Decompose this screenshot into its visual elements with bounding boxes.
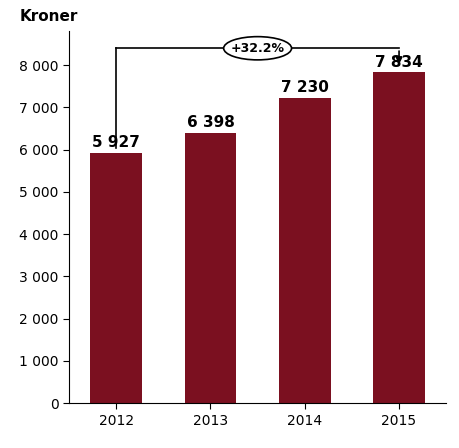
Text: 7 230: 7 230 [280,80,328,95]
Text: 5 927: 5 927 [92,135,140,150]
Text: +32.2%: +32.2% [230,42,284,55]
Bar [184,133,236,403]
Ellipse shape [223,37,291,60]
Text: Kroner: Kroner [20,9,78,24]
Text: 7 834: 7 834 [375,55,422,69]
Bar [90,153,142,403]
Bar [278,98,330,403]
Text: 6 398: 6 398 [186,115,234,130]
Bar [372,72,424,403]
